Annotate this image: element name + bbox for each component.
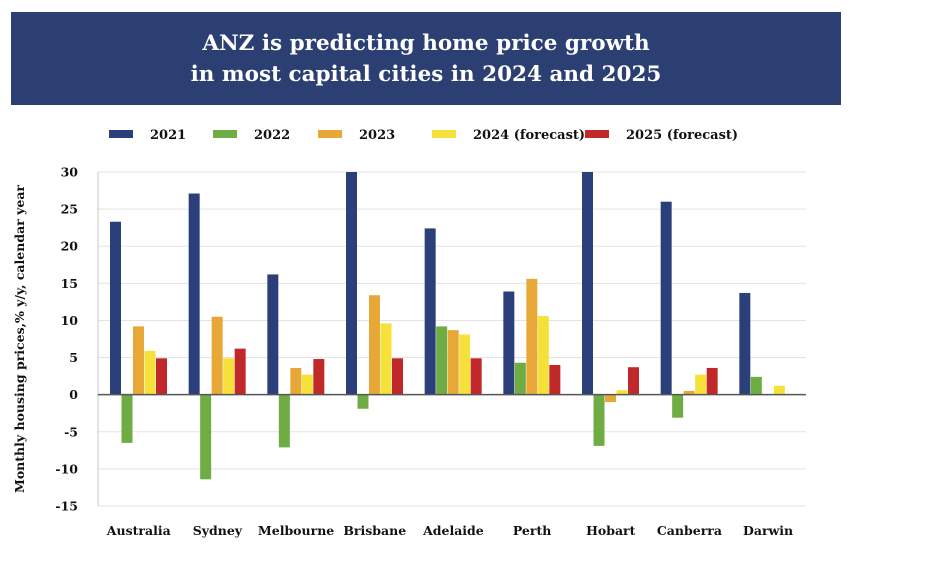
y-tick-label-10: -10 [55, 461, 78, 476]
bar-canberra-2023 [683, 390, 695, 395]
y-tick-label-15: -15 [55, 499, 78, 514]
bar-sydney-2021 [188, 193, 200, 395]
bar-hobart-2021 [582, 172, 593, 395]
y-tick-label-15: 15 [61, 276, 78, 291]
bar-perth-2023 [526, 278, 538, 395]
bar-melbourne-2022 [278, 394, 290, 448]
y-tick-label-10: 10 [61, 313, 79, 328]
bar-adelaide-2025-forecast [470, 358, 482, 395]
bar-darwin-2024-forecast [773, 385, 785, 395]
legend-swatch-2025-forecast [585, 130, 609, 138]
bar-canberra-2022 [672, 394, 684, 418]
bar-melbourne-2025-forecast [313, 359, 325, 395]
bar-perth-2024-forecast [537, 315, 549, 395]
bar-brisbane-2024-forecast [380, 323, 392, 395]
bar-brisbane-2023 [369, 295, 380, 395]
y-axis-label: Monthly housing prices,% y/y, calendar y… [12, 185, 27, 493]
y-tick-label-0: 0 [69, 387, 78, 402]
legend-label-2025-forecast: 2025 (forecast) [626, 128, 738, 143]
bar-sydney-2024-forecast [223, 358, 235, 395]
bar-australia-2024-forecast [144, 350, 156, 395]
legend-swatch-2023 [318, 130, 342, 138]
legend-label-2024-forecast: 2024 (forecast) [473, 128, 585, 143]
x-category-label-australia: Australia [106, 523, 171, 538]
legend-label-2021: 2021 [150, 128, 186, 143]
bar-adelaide-2024-forecast [459, 334, 471, 395]
bar-australia-2022 [121, 394, 133, 443]
bar-perth-2022 [514, 362, 526, 395]
bar-australia-2023 [133, 326, 144, 395]
bar-hobart-2023 [605, 394, 616, 403]
bar-hobart-2022 [593, 394, 605, 446]
y-tick-label-25: 25 [61, 202, 78, 217]
x-category-label-hobart: Hobart [586, 523, 636, 538]
chart-title-line-1: ANZ is predicting home price growth [202, 30, 650, 56]
y-tick-label-30: 30 [61, 165, 79, 180]
x-category-label-sydney: Sydney [193, 523, 243, 538]
title-banner: ANZ is predicting home price growth in m… [11, 12, 841, 105]
bar-perth-2025-forecast [549, 364, 561, 395]
bar-sydney-2023 [211, 316, 223, 395]
bar-darwin-2022 [750, 376, 762, 395]
x-category-label-adelaide: Adelaide [422, 523, 484, 538]
y-tick-label-5: -5 [64, 424, 78, 439]
y-tick-label-20: 20 [61, 239, 79, 254]
bar-adelaide-2023 [447, 330, 459, 395]
bar-perth-2021 [503, 291, 515, 395]
legend-swatch-2024-forecast [432, 130, 456, 138]
x-category-label-darwin: Darwin [743, 523, 793, 538]
bar-australia-2021 [110, 221, 121, 395]
bar-hobart-2025-forecast [628, 367, 639, 395]
bar-adelaide-2021 [424, 228, 436, 395]
legend-swatch-2021 [109, 130, 133, 138]
y-tick-label-5: 5 [69, 350, 78, 365]
bar-canberra-2024-forecast [695, 374, 707, 395]
bar-brisbane-2021 [346, 172, 357, 395]
bar-canberra-2025-forecast [706, 367, 718, 395]
bar-melbourne-2021 [267, 274, 279, 395]
bar-brisbane-2025-forecast [392, 358, 403, 395]
legend-swatch-2022 [213, 130, 237, 138]
bar-canberra-2021 [660, 201, 672, 395]
bar-adelaide-2022 [436, 326, 448, 395]
bar-sydney-2025-forecast [234, 348, 246, 395]
bar-sydney-2022 [200, 394, 212, 480]
bar-melbourne-2024-forecast [301, 374, 313, 395]
bar-darwin-2021 [739, 292, 751, 395]
x-category-label-melbourne: Melbourne [258, 523, 334, 538]
x-category-label-brisbane: Brisbane [343, 523, 406, 538]
legend-label-2023: 2023 [359, 128, 395, 143]
bar-hobart-2024-forecast [616, 390, 628, 395]
bar-australia-2025-forecast [156, 358, 167, 395]
bar-brisbane-2022 [357, 394, 369, 409]
chart-title-line-2: in most capital cities in 2024 and 2025 [190, 61, 662, 87]
bar-melbourne-2023 [290, 367, 302, 395]
x-category-label-canberra: Canberra [657, 523, 722, 538]
legend-label-2022: 2022 [254, 128, 290, 143]
x-category-label-perth: Perth [513, 523, 551, 538]
